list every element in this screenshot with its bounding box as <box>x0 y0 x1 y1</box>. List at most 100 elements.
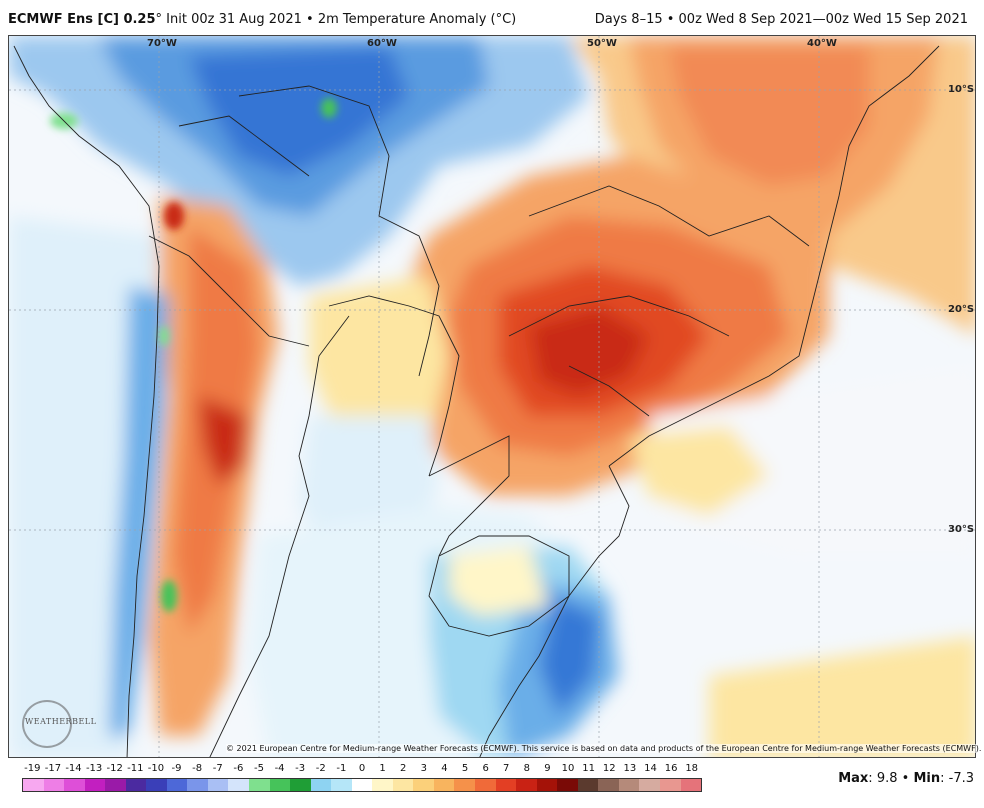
colorbar-swatch <box>454 779 476 791</box>
colorbar-legend: -19 -17 -14 -13 -12 -11 -10 -9 -8 -7 -6 -5 -4 -3 -2 -1 0… <box>22 763 702 793</box>
colorbar-tick-label: -10 <box>147 763 165 774</box>
colorbar-tick-label: 11 <box>582 763 596 774</box>
colorbar-swatch <box>659 779 681 791</box>
small-anomaly-features <box>50 98 337 612</box>
colorbar-swatch <box>516 779 537 791</box>
valid-period: Days 8–15 • 00z Wed 8 Sep 2021—00z Wed 1… <box>594 12 968 27</box>
colorbar-tick-label: -9 <box>171 763 182 774</box>
colorbar-tick-label: -17 <box>44 763 62 774</box>
min-value: -7.3 <box>948 771 974 786</box>
colorbar-swatch <box>413 779 434 791</box>
weatherbell-logo: WEATHERBELL <box>22 698 96 748</box>
colorbar-tick-label: 13 <box>623 763 637 774</box>
colorbar-tick-label: 8 <box>523 763 531 774</box>
colorbar-swatch <box>290 779 311 791</box>
colorbar-tick-label: -13 <box>85 763 103 774</box>
anomaly-field <box>9 36 975 757</box>
max-value: 9.8 <box>876 771 898 786</box>
model-label: ECMWF Ens [C] 0.25 <box>8 12 156 27</box>
logo-text: WEATHERBELL <box>25 717 97 726</box>
colorbar-tick-label: 16 <box>664 763 678 774</box>
lat-label-20s: 20°S <box>948 304 975 315</box>
colorbar-tick-label: -8 <box>192 763 203 774</box>
colorbar-swatch <box>187 779 208 791</box>
colorbar-swatches <box>22 778 702 792</box>
min-label: Min <box>913 771 941 786</box>
lon-label-70w: 70°W <box>147 38 177 49</box>
colorbar-tick-label: -14 <box>65 763 82 774</box>
lon-label-60w: 60°W <box>367 38 397 49</box>
colorbar-swatch <box>392 779 414 791</box>
colorbar-tick-label: -7 <box>212 763 223 774</box>
colorbar-swatch <box>536 779 558 791</box>
colorbar-swatch <box>433 779 455 791</box>
colorbar-tick-label: 14 <box>644 763 657 774</box>
field-name: 2m Temperature Anomaly (°C) <box>317 12 517 27</box>
copyright-notice: © 2021 European Centre for Medium-range … <box>226 744 982 753</box>
colorbar-tick-label: -5 <box>253 763 264 774</box>
colorbar-tick-label: 3 <box>420 763 427 774</box>
colorbar-tick-label: 1 <box>379 763 386 774</box>
colorbar-swatch <box>23 779 44 791</box>
colorbar-tick-label: 9 <box>544 763 551 774</box>
colorbar-swatch <box>269 779 291 791</box>
max-label: Max <box>838 771 869 786</box>
colorbar-tick-label: 5 <box>461 763 469 774</box>
colorbar-swatch <box>577 779 599 791</box>
colorbar-swatch <box>43 779 65 791</box>
colorbar-swatch <box>125 779 147 791</box>
logo-ring <box>22 700 72 748</box>
colorbar-swatch <box>310 779 332 791</box>
colorbar-swatch <box>207 779 229 791</box>
colorbar-tick-label: -6 <box>233 763 244 774</box>
map-graphic <box>9 36 975 757</box>
colorbar-swatch <box>146 779 167 791</box>
anomaly-map: 70°W 60°W 50°W 40°W 10°S 20°S 30°S <box>8 35 976 758</box>
title-bullet: • <box>306 12 314 27</box>
colorbar-tick-label: 7 <box>503 763 510 774</box>
degree-symbol: ° <box>155 12 163 27</box>
lat-label-30s: 30°S <box>948 524 975 535</box>
colorbar-tick-label: 6 <box>482 763 489 774</box>
colorbar-swatch <box>105 779 126 791</box>
colorbar-tick-label: -4 <box>274 763 285 774</box>
colorbar-swatch <box>557 779 578 791</box>
lon-label-40w: 40°W <box>807 38 837 49</box>
colorbar-tick-label: 18 <box>685 763 699 774</box>
colorbar-tick-label: -3 <box>295 763 306 774</box>
colorbar-swatch <box>84 779 106 791</box>
colorbar-swatch <box>639 779 660 791</box>
colorbar-swatch <box>331 779 352 791</box>
lon-label-50w: 50°W <box>587 38 617 49</box>
colorbar-tick-label: 10 <box>561 763 575 774</box>
colorbar-tick-label: -12 <box>106 763 123 774</box>
colorbar-swatch <box>64 779 85 791</box>
colorbar-swatch <box>228 779 250 791</box>
colorbar-tick-label: -1 <box>336 763 347 774</box>
colorbar-swatch <box>166 779 188 791</box>
colorbar-swatch <box>618 779 640 791</box>
init-time: Init 00z 31 Aug 2021 <box>166 12 302 27</box>
colorbar-swatch <box>680 779 702 791</box>
colorbar-tick-label: 0 <box>358 763 366 774</box>
lat-label-10s: 10°S <box>948 84 975 95</box>
stats-separator: • <box>901 771 910 786</box>
graticule <box>9 36 975 757</box>
map-title: ECMWF Ens [C] 0.25° Init 00z 31 Aug 2021… <box>8 12 516 27</box>
colorbar-tick-label: 2 <box>400 763 407 774</box>
map-header: ECMWF Ens [C] 0.25° Init 00z 31 Aug 2021… <box>0 0 984 36</box>
colorbar-tick-label: -19 <box>24 763 41 774</box>
colorbar-swatch <box>598 779 619 791</box>
colorbar-swatch <box>475 779 496 791</box>
colorbar-swatch <box>351 779 373 791</box>
colorbar-tick-label: -2 <box>315 763 326 774</box>
colorbar-tick-label: 12 <box>602 763 616 774</box>
colorbar-tick-label: -11 <box>127 763 144 774</box>
max-min-stats: Max: 9.8 • Min: -7.3 <box>838 771 974 786</box>
coastlines-borders <box>13 45 940 757</box>
colorbar-swatch <box>249 779 270 791</box>
colorbar-tick-labels: -19 -17 -14 -13 -12 -11 -10 -9 -8 -7 -6 -5 -4 -3 -2 -1 0… <box>22 763 702 777</box>
colorbar-swatch <box>372 779 393 791</box>
colorbar-tick-label: 4 <box>441 763 448 774</box>
colorbar-swatch <box>495 779 517 791</box>
